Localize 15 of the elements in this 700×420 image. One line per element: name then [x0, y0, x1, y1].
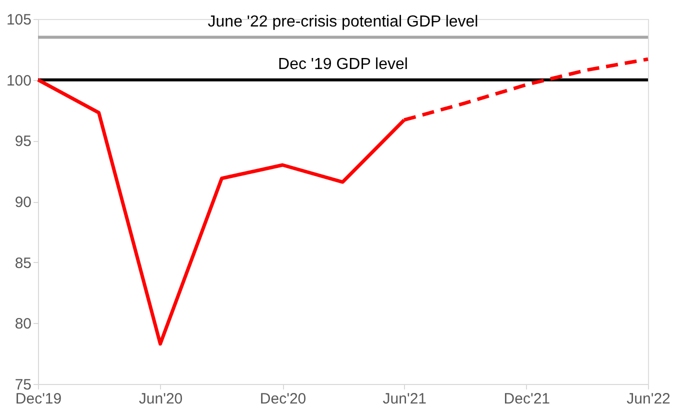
y-tick-label: 105 [6, 12, 32, 28]
y-tick-label: 85 [14, 254, 32, 272]
x-tick-label: Dec'20 [260, 390, 306, 408]
y-tick-label: 80 [14, 316, 32, 333]
x-tick-label: Jun'22 [626, 390, 670, 408]
ref-line-label: Dec '19 GDP level [278, 56, 408, 73]
y-tick-label: 100 [6, 72, 32, 90]
x-tick-label: Jun'21 [382, 390, 426, 408]
x-tick-label: Jun'20 [138, 390, 183, 408]
y-tick-label: 95 [14, 133, 32, 150]
y-tick-label: 75 [14, 376, 32, 394]
x-tick-label: Dec'19 [15, 390, 62, 408]
y-tick-label: 90 [14, 194, 32, 211]
x-tick-label: Dec'21 [504, 390, 550, 408]
ref-line-label: June '22 pre-crisis potential GDP level [208, 13, 478, 30]
